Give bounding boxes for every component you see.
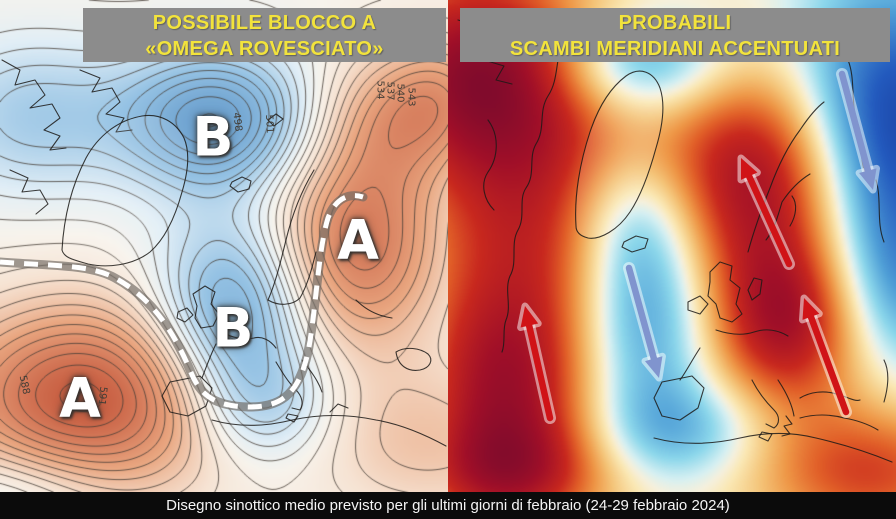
contour-value-label: 591 [95, 385, 109, 407]
caption-text: Disegno sinottico medio previsto per gli… [166, 497, 730, 514]
caption-bar: Disegno sinottico medio previsto per gli… [0, 492, 896, 519]
contour-value-label: 540 [394, 83, 406, 103]
left-title-line2: «OMEGA ROVESCIATO» [145, 38, 384, 60]
contour-value-label: 498 [230, 111, 244, 133]
geopotential-contour-map [0, 0, 448, 519]
right-title-line2: SCAMBI MERIDIANI ACCENTUATI [509, 38, 841, 60]
contour-value-label: 501 [263, 114, 275, 134]
temperature-anomaly-map [448, 0, 896, 519]
high-pressure-label-southwest: A [59, 366, 101, 430]
low-pressure-label-north: B [192, 105, 234, 169]
right-panel-title: PROBABILI SCAMBI MERIDIANI ACCENTUATI [460, 8, 890, 62]
right-title-line1: PROBABILI [618, 12, 732, 34]
synoptic-panel: B A B A 534 537 540 543 498 501 588 591 … [0, 0, 448, 519]
anomaly-panel: PROBABILI SCAMBI MERIDIANI ACCENTUATI [448, 0, 896, 519]
high-pressure-label-east: A [337, 208, 379, 272]
low-pressure-label-central: B [212, 296, 254, 360]
contour-value-label: 543 [405, 87, 417, 107]
left-title-line1: POSSIBILE BLOCCO A [152, 12, 377, 34]
left-panel-title: POSSIBILE BLOCCO A «OMEGA ROVESCIATO» [83, 8, 446, 62]
